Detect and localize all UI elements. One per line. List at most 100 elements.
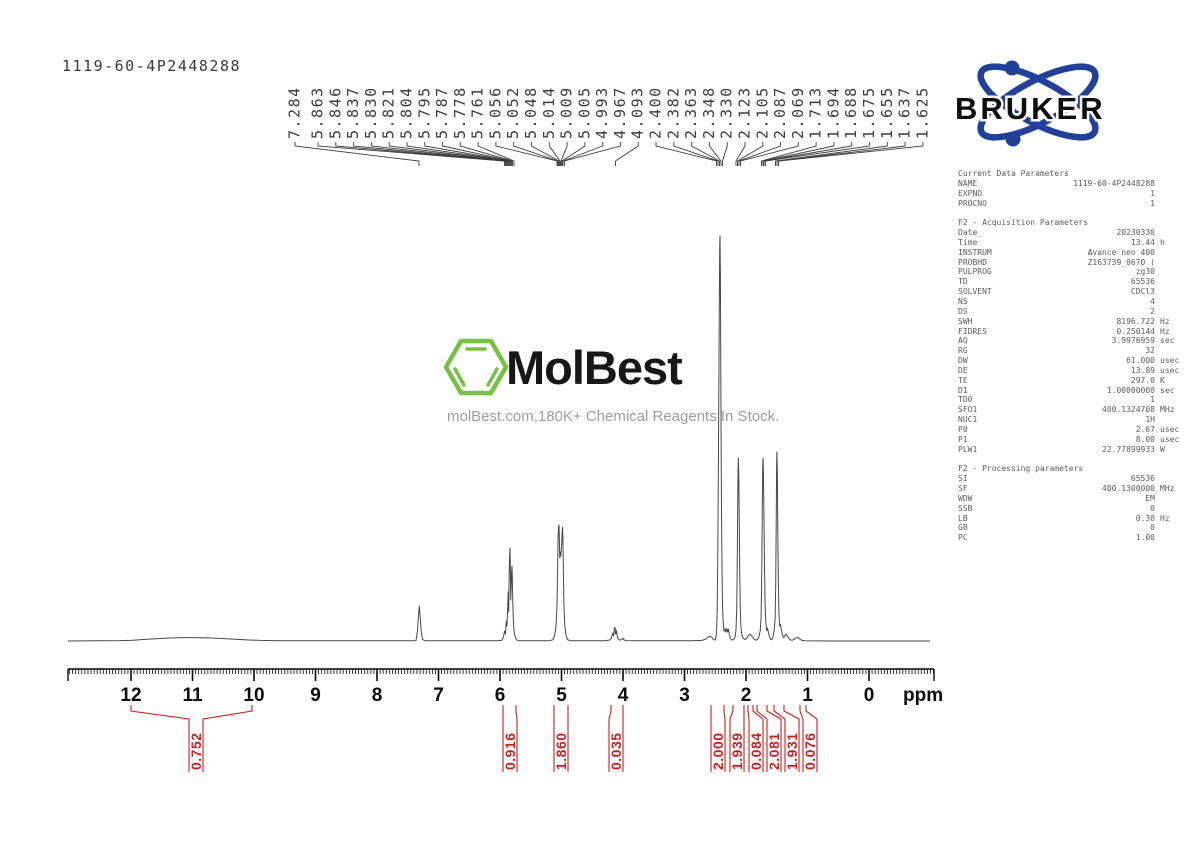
param-unit: MHz	[1160, 484, 1175, 493]
peak-leader-line	[406, 142, 510, 166]
peak-ppm-label: 2.348	[700, 86, 718, 139]
integral-value: 1.939	[729, 732, 745, 770]
peak-leader-line	[761, 142, 817, 166]
param-section-gap	[958, 208, 1190, 218]
integral-value: 2.000	[710, 732, 726, 770]
integral-bracket	[130, 705, 190, 772]
peak-ppm-label: 1.688	[842, 86, 860, 139]
param-value: 1H	[1145, 415, 1155, 425]
param-row: SFO1 400.1324708 MHz	[958, 405, 1190, 415]
integral-bracket	[805, 705, 818, 772]
peak-ppm-label: 1.637	[896, 86, 914, 139]
integral-bracket	[723, 705, 726, 772]
peak-ppm-label: 4.093	[629, 86, 647, 139]
param-value: 0	[1150, 503, 1155, 513]
param-value: 0.30	[1135, 513, 1155, 523]
param-name: WDW	[958, 493, 973, 503]
integral-value: 0.076	[802, 732, 818, 770]
param-unit	[1155, 199, 1190, 209]
param-row: P1 8.00 usec	[958, 435, 1190, 445]
peak-leader-line	[738, 142, 781, 166]
peak-leader-line	[673, 142, 719, 166]
integral-bracket	[747, 705, 750, 772]
param-name: NUC1	[958, 415, 978, 425]
peak-leader-line	[353, 142, 507, 166]
param-value: Z163739_0670 (	[1087, 257, 1155, 267]
param-name: SF	[958, 484, 968, 493]
peak-leader-line	[560, 142, 568, 166]
peak-leader-line	[442, 142, 512, 166]
peak-leader-line	[655, 142, 717, 166]
param-name: SI	[958, 474, 968, 484]
axis-tick-label: 11	[182, 685, 203, 706]
peak-leader-line	[708, 142, 722, 166]
integral-bracket	[756, 705, 768, 772]
param-row: NUC1 1H	[958, 415, 1190, 425]
param-row: DE 13.89 usec	[958, 366, 1190, 376]
peak-ppm-label: 4.967	[611, 86, 629, 139]
peak-leader-line	[765, 142, 870, 166]
peak-ppm-label: 7.284	[286, 86, 304, 139]
peak-leader-line	[775, 142, 888, 166]
param-row: SI 65536	[958, 474, 1190, 484]
param-value: 2	[1150, 306, 1155, 316]
param-name: FIDRES	[958, 326, 987, 336]
param-name: PROBHD	[958, 257, 987, 267]
peak-ppm-label: 5.787	[433, 86, 451, 139]
param-value: 400.1300000	[1102, 484, 1155, 493]
integral-bracket	[752, 705, 764, 772]
param-row: PROCNO 1	[958, 199, 1190, 209]
param-name: SFO1	[958, 405, 978, 415]
integral-value: 2.081	[766, 732, 782, 770]
param-name: DE	[958, 365, 968, 375]
axis-tick-label: 7	[433, 685, 444, 706]
parameters-panel: Current Data Parameters NAME 1119-60-4P244…	[958, 169, 1190, 543]
param-unit: W	[1160, 444, 1165, 454]
integral-bracket	[608, 705, 612, 772]
param-unit	[1155, 179, 1190, 189]
param-name: RG	[958, 346, 968, 356]
integral-bracket	[799, 705, 804, 772]
param-value: 3.9976959	[1111, 336, 1155, 346]
param-value: 22.77899933	[1102, 444, 1155, 454]
param-unit: usec	[1160, 434, 1180, 444]
param-name: P1	[958, 434, 968, 444]
peak-ppm-label: 1.713	[807, 86, 825, 139]
param-value: 1119-60-4P2448288	[1073, 178, 1155, 188]
peak-ppm-label: 5.863	[309, 86, 327, 139]
peak-leader-line	[477, 142, 515, 166]
param-section: F2 - Acquisition Parameters Date_ 20230330…	[958, 218, 1190, 454]
peak-leader-line	[513, 142, 559, 166]
param-value: 8.00	[1135, 434, 1155, 444]
param-name: NAME	[958, 178, 978, 188]
param-row: TD 65536	[958, 277, 1190, 287]
param-name: SSB	[958, 503, 973, 513]
param-value: 13.44	[1130, 237, 1155, 247]
param-name: DS	[958, 306, 968, 316]
param-unit: Hz	[1160, 513, 1170, 523]
peak-ppm-label: 5.778	[451, 86, 469, 139]
peak-leader-line	[531, 142, 560, 166]
integral-marks-group: 0.752 0.916 1.860 0.035 2.000 1.939 0.084 2.081…	[130, 705, 818, 772]
ppm-unit-label: ppm	[903, 685, 943, 706]
param-name: AQ	[958, 336, 968, 346]
param-unit: usec	[1160, 424, 1180, 434]
peak-leader-line	[776, 142, 906, 166]
param-unit	[1155, 415, 1190, 425]
orbit-dot-icon	[1004, 60, 1020, 76]
param-unit	[1155, 228, 1190, 238]
axis-tick-label: 9	[310, 685, 321, 706]
peak-ppm-label: 2.363	[682, 86, 700, 139]
peak-ppm-label: 5.014	[540, 86, 558, 139]
axis-tick-label: 8	[372, 685, 383, 706]
integral-value: 1.860	[553, 732, 569, 770]
param-unit	[1155, 523, 1190, 533]
param-row: NAME 1119-60-4P2448288	[958, 179, 1190, 189]
param-row: EXPNO 1	[958, 189, 1190, 199]
param-row: PROBHD Z163739_0670 (	[958, 258, 1190, 268]
peak-ppm-label: 2.382	[664, 86, 682, 139]
param-name: TE	[958, 375, 968, 385]
param-name: INSTRUM	[958, 247, 992, 257]
param-row: DS 2	[958, 307, 1190, 317]
